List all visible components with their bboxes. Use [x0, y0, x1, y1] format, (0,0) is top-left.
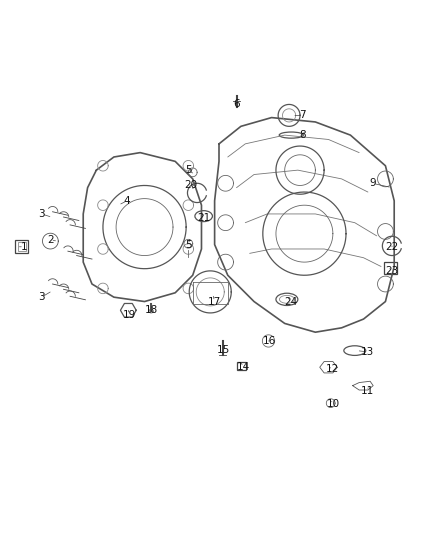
Text: 8: 8 [299, 130, 306, 140]
Text: 4: 4 [124, 196, 131, 206]
Text: 7: 7 [299, 110, 306, 120]
Text: 20: 20 [184, 181, 197, 190]
Text: 3: 3 [38, 292, 45, 302]
Text: 14: 14 [237, 362, 250, 372]
Text: 2: 2 [47, 235, 54, 245]
Bar [384, 262, 397, 274]
Text: 16: 16 [263, 336, 276, 346]
Text: 13: 13 [361, 347, 374, 357]
Text: 17: 17 [208, 296, 221, 306]
Text: 9: 9 [369, 178, 376, 188]
Text: 12: 12 [326, 365, 339, 374]
Bar [18, 243, 26, 251]
Text: 10: 10 [326, 399, 339, 409]
Text: 5: 5 [185, 165, 192, 175]
Bar [15, 240, 28, 253]
Text: 18: 18 [145, 305, 158, 316]
Text: 22: 22 [385, 242, 399, 252]
Text: 11: 11 [361, 386, 374, 397]
Text: 1: 1 [21, 242, 28, 252]
Text: 3: 3 [38, 209, 45, 219]
Text: 5: 5 [185, 240, 192, 249]
Text: 15: 15 [217, 345, 230, 355]
Text: 21: 21 [197, 213, 210, 223]
Text: 24: 24 [285, 296, 298, 306]
Text: 23: 23 [385, 266, 399, 276]
Text: 19: 19 [123, 310, 136, 320]
Bar [237, 361, 246, 370]
Text: 6: 6 [233, 100, 240, 109]
